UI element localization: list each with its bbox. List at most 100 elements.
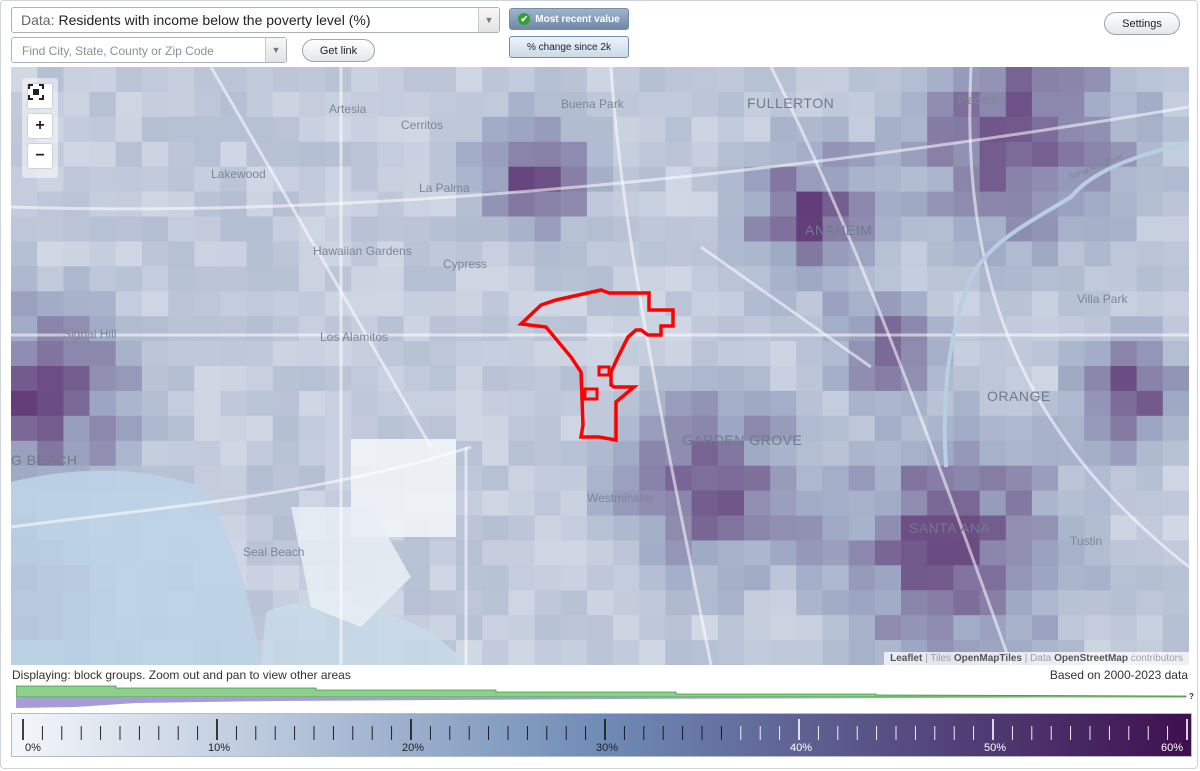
block-group[interactable] [141,216,169,243]
block-group[interactable] [508,316,536,342]
block-group[interactable] [848,615,876,641]
block-group[interactable] [1084,316,1112,342]
block-group[interactable] [37,241,64,267]
block-group[interactable] [534,366,562,392]
block-group[interactable] [456,216,483,243]
block-group[interactable] [639,490,667,517]
block-group[interactable] [717,67,745,93]
block-group[interactable] [456,415,483,442]
block-group[interactable] [456,440,483,467]
block-group[interactable] [299,91,326,118]
block-group[interactable] [639,465,667,492]
block-group[interactable] [560,91,588,118]
block-group[interactable] [1136,465,1164,492]
block-group[interactable] [874,91,902,118]
block-group[interactable] [325,116,352,143]
block-group[interactable] [1031,216,1059,243]
block-group[interactable] [168,390,195,417]
block-group[interactable] [63,316,91,342]
block-group[interactable] [639,216,667,243]
block-group[interactable] [639,266,667,292]
block-group[interactable] [953,490,981,517]
block-group[interactable] [141,166,169,193]
block-group[interactable] [351,291,379,317]
block-group[interactable] [953,415,981,442]
block-group[interactable] [586,540,614,566]
block-group[interactable] [1162,515,1189,542]
block-group[interactable] [691,67,719,93]
block-group[interactable] [508,341,536,367]
block-group[interactable] [665,141,693,168]
block-group[interactable] [429,341,457,367]
block-group[interactable] [534,465,562,492]
block-group[interactable] [1005,266,1033,292]
block-group[interactable] [1031,67,1059,93]
block-group[interactable] [927,191,954,218]
block-group[interactable] [1031,465,1059,492]
block-group[interactable] [586,91,614,118]
block-group[interactable] [848,390,876,417]
block-group[interactable] [1162,316,1189,342]
block-group[interactable] [744,615,771,641]
block-group[interactable] [639,615,667,641]
block-group[interactable] [848,291,876,317]
block-group[interactable] [979,515,1007,542]
block-group[interactable] [953,341,981,367]
block-group[interactable] [796,490,824,517]
block-group[interactable] [220,366,248,392]
data-select[interactable]: Data: Residents with income below the po… [11,7,500,33]
block-group[interactable] [560,241,588,267]
block-group[interactable] [11,390,38,417]
block-group[interactable] [770,565,797,591]
block-group[interactable] [115,241,143,267]
block-group[interactable] [979,216,1007,243]
block-group[interactable] [586,166,614,193]
block-group[interactable] [141,341,169,367]
block-group[interactable] [874,216,902,243]
block-group[interactable] [874,266,902,292]
block-group[interactable] [89,141,117,168]
block-group[interactable] [482,141,509,168]
block-group[interactable] [796,390,824,417]
block-group[interactable] [534,490,562,517]
block-group[interactable] [11,266,38,292]
block-group[interactable] [115,341,143,367]
block-group[interactable] [534,341,562,367]
block-group[interactable] [534,141,562,168]
block-group[interactable] [534,540,562,566]
block-group[interactable] [89,91,117,118]
block-group[interactable] [901,540,928,566]
block-group[interactable] [901,316,928,342]
block-group[interactable] [299,341,326,367]
block-group[interactable] [1005,590,1033,616]
block-group[interactable] [744,540,771,566]
block-group[interactable] [613,67,640,93]
block-group[interactable] [691,266,719,292]
block-group[interactable] [1162,390,1189,417]
block-group[interactable] [1005,490,1033,517]
block-group[interactable] [1058,540,1085,566]
block-group[interactable] [429,216,457,243]
block-group[interactable] [953,166,981,193]
block-group[interactable] [89,415,117,442]
block-group[interactable] [927,67,954,93]
block-group[interactable] [194,291,221,317]
block-group[interactable] [141,291,169,317]
block-group[interactable] [874,440,902,467]
block-group[interactable] [246,166,274,193]
block-group[interactable] [141,390,169,417]
block-group[interactable] [560,116,588,143]
block-group[interactable] [534,565,562,591]
block-group[interactable] [325,415,352,442]
block-group[interactable] [717,490,745,517]
block-group[interactable] [508,615,536,641]
block-group[interactable] [403,316,431,342]
block-group[interactable] [613,440,640,467]
block-group[interactable] [639,565,667,591]
block-group[interactable] [770,216,797,243]
block-group[interactable] [482,415,509,442]
block-group[interactable] [115,316,143,342]
block-group[interactable] [744,440,771,467]
block-group[interactable] [1136,565,1164,591]
block-group[interactable] [508,116,536,143]
